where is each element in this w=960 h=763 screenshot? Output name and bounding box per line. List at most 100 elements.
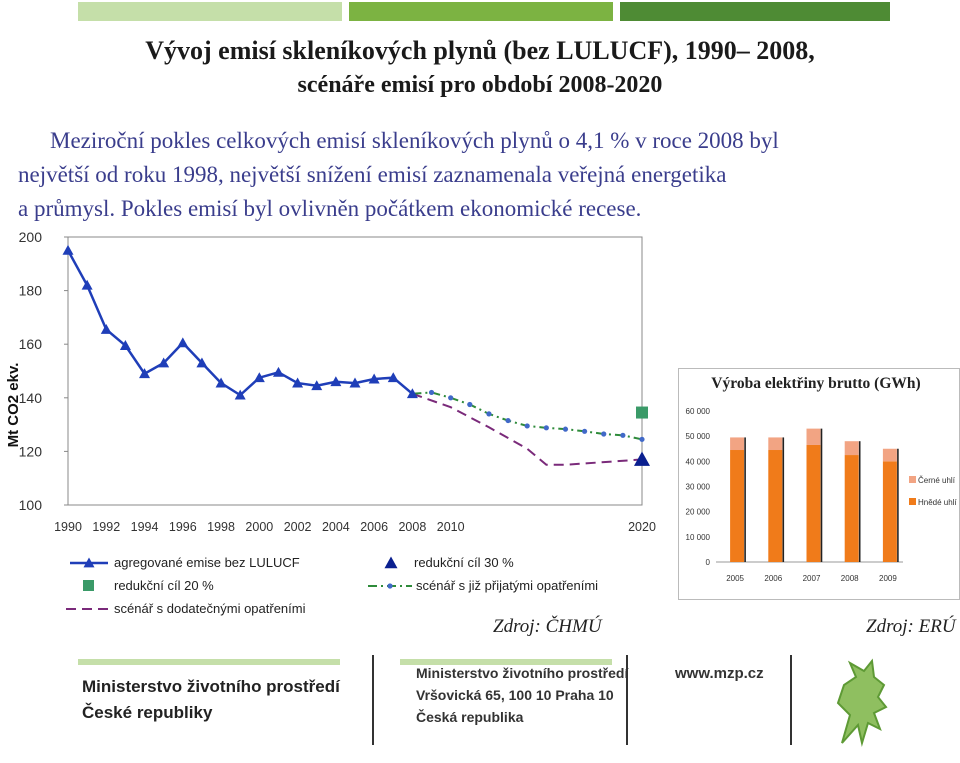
y-tick-label: 120	[19, 443, 43, 459]
x-tick-label: 1992	[92, 520, 120, 534]
slide-title-line2: scénáře emisí pro období 2008-2020	[297, 72, 663, 98]
slide-title-line1: Vývoj emisí skleníkových plynů (bez LULU…	[145, 36, 815, 65]
point-aggregated-emissions	[292, 377, 304, 388]
intro-line: a průmysl. Pokles emisí byl ovlivněn poč…	[18, 196, 642, 221]
x-tick-label: 1998	[207, 520, 235, 534]
inset-title: Výroba elektřiny brutto (GWh)	[711, 375, 920, 392]
inset-x-tick-label: 2008	[841, 574, 859, 583]
intro-line: největší od roku 1998, největší snížení …	[18, 162, 727, 187]
inset-x-tick-label: 2006	[764, 574, 782, 583]
legend-swatch-hard-coal	[909, 476, 916, 483]
point-existing-measures	[543, 425, 549, 431]
electricity-bar-chart: Výroba elektřiny brutto (GWh) 0 10 000 20 0…	[678, 368, 960, 600]
inset-y-tick-label: 50 000	[686, 432, 711, 441]
bar-hard-coal	[844, 441, 859, 456]
point-aggregated-emissions	[196, 357, 208, 368]
bar-lignite	[882, 461, 897, 562]
inset-y-tick-label: 30 000	[686, 483, 711, 492]
point-aggregated-emissions	[81, 279, 93, 290]
footer-ministry-name: Ministerstvo životního prostředí	[82, 677, 340, 696]
inset-y-tick-label: 0	[706, 558, 711, 567]
inset-x-tick-label: 2009	[879, 574, 897, 583]
x-tick-label: 1994	[131, 520, 159, 534]
point-existing-measures	[505, 417, 511, 424]
legend-label: agregované emise bez LULUCF	[114, 555, 300, 570]
point-existing-measures	[582, 428, 588, 434]
legend-label: scénář s dodatečnými opatřeními	[114, 601, 306, 616]
series-line-existing-measures	[412, 391, 643, 441]
top-accent-bar-mid	[349, 2, 613, 21]
x-tick-label: 2000	[245, 520, 273, 534]
point-aggregated-emissions	[272, 366, 284, 377]
bar-lignite	[768, 450, 783, 562]
footer-divider	[790, 655, 792, 745]
series-line-additional-measures	[412, 392, 643, 466]
footer-address-name: Ministerstvo životního prostředí	[416, 665, 629, 681]
point-existing-measures	[467, 401, 473, 408]
point-existing-measures	[448, 395, 454, 401]
footer-ministry-country: České republiky	[82, 703, 213, 722]
intro-line: Meziroční pokles celkových emisí skleník…	[50, 128, 779, 153]
inset-legend-label: Černé uhlí	[918, 476, 956, 485]
point-aggregated-emissions	[253, 372, 265, 383]
point-aggregated-emissions	[406, 388, 418, 399]
legend-label: scénář s již přijatými opatřeními	[416, 578, 598, 593]
point-existing-measures	[486, 411, 492, 417]
footer-strip-2	[400, 659, 612, 665]
point-existing-measures	[524, 423, 530, 429]
source-chmu: Zdroj: ČHMÚ	[493, 616, 602, 637]
y-axis-label: Mt CO2 ekv.	[5, 363, 22, 448]
legend-marker-target-20	[83, 580, 94, 591]
legend-marker-existing	[387, 583, 393, 589]
legend-swatch-lignite	[909, 498, 916, 505]
bar-hard-coal	[730, 437, 745, 451]
y-tick-label: 140	[19, 390, 43, 406]
inset-y-tick-label: 10 000	[686, 533, 711, 542]
point-aggregated-emissions	[139, 368, 151, 379]
bar-lignite	[806, 444, 821, 562]
bar-lignite	[844, 455, 859, 562]
point-aggregated-emissions	[349, 377, 361, 388]
footer-strip-1	[78, 659, 340, 665]
x-tick-label: 2006	[360, 520, 388, 534]
bar-hard-coal	[882, 448, 897, 462]
inset-y-tick-label: 60 000	[686, 407, 711, 416]
x-tick-label: 1990	[54, 520, 82, 534]
x-tick-label: 2002	[284, 520, 312, 534]
bar-lignite	[730, 450, 745, 562]
point-aggregated-emissions	[177, 337, 189, 348]
legend-label: redukční cíl 20 %	[114, 578, 214, 593]
point-aggregated-emissions	[119, 340, 131, 350]
point-aggregated-emissions	[311, 380, 323, 391]
top-accent-bar-dark	[620, 2, 890, 21]
footer-divider	[626, 655, 628, 745]
point-aggregated-emissions	[100, 323, 112, 334]
point-target-30	[634, 451, 650, 466]
point-target-20	[636, 406, 648, 419]
footer-website-link[interactable]: www.mzp.cz	[675, 665, 764, 682]
x-tick-label: 2008	[398, 520, 426, 534]
x-tick-label: 2020	[628, 520, 656, 534]
point-existing-measures	[601, 431, 607, 437]
point-aggregated-emissions	[62, 244, 74, 255]
x-tick-label: 2010	[437, 520, 465, 534]
footer-address-country: Česká republika	[416, 709, 524, 725]
point-aggregated-emissions	[387, 372, 399, 383]
legend-marker-aggregated	[83, 557, 95, 568]
legend-marker-target-30	[384, 556, 398, 569]
bar-hard-coal	[806, 428, 821, 445]
inset-x-tick-label: 2007	[803, 574, 821, 583]
footer-divider	[372, 655, 374, 745]
plot-area-frame	[67, 236, 643, 506]
point-aggregated-emissions	[330, 376, 342, 387]
point-aggregated-emissions	[234, 389, 246, 400]
y-tick-label: 100	[19, 497, 43, 513]
point-existing-measures	[639, 436, 645, 442]
point-existing-measures	[428, 389, 435, 396]
bar-hard-coal	[768, 437, 783, 451]
intro-paragraph: Meziroční pokles celkových emisí skleník…	[18, 124, 958, 226]
point-aggregated-emissions	[215, 377, 227, 388]
inset-y-tick-label: 40 000	[686, 457, 711, 466]
inset-x-tick-label: 2005	[726, 574, 744, 583]
x-tick-label: 1996	[169, 520, 197, 534]
